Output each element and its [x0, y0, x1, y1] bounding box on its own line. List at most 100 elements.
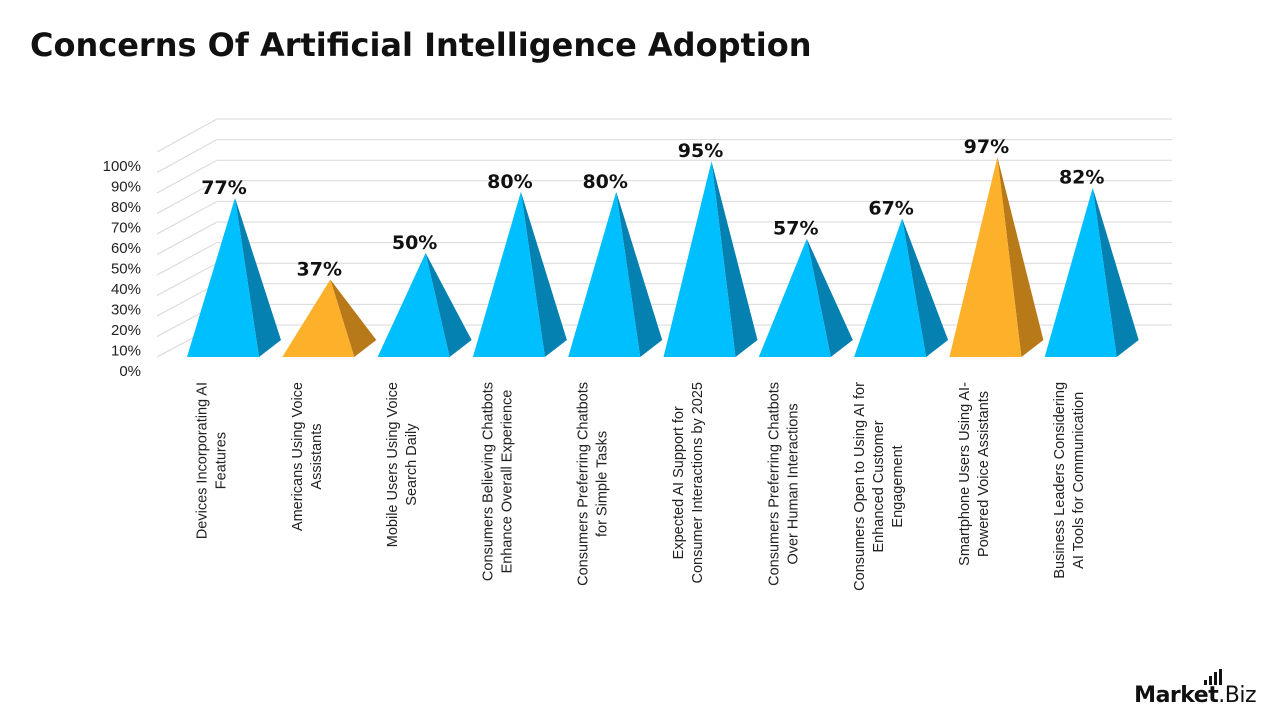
category-label: Smartphone Users Using AI- Powered Voice …	[957, 382, 992, 566]
pyramid-side-face	[711, 161, 758, 357]
data-label: 37%	[297, 259, 342, 281]
category-label-line: Over Human Interactions	[785, 403, 801, 564]
category-label: Consumers Preferring Chatbots Over Human …	[766, 382, 801, 586]
chart-data-labels: 77% 37% 50% 80% 80% 95% 57% 67% 97% 82%	[201, 136, 1104, 280]
pyramid-front-face	[1044, 187, 1117, 357]
pyramid-bar	[1044, 187, 1139, 357]
category-label-line: Smartphone Users Using AI-	[957, 382, 973, 566]
pyramid-bar	[568, 191, 663, 357]
category-label-line: Consumers Preferring Chatbots	[576, 382, 592, 586]
category-label-line: Consumers Open to Using AI for	[852, 382, 868, 591]
pyramid-side-face	[1092, 187, 1139, 357]
category-label-line: Expected AI Support for	[671, 406, 687, 559]
category-label: Mobile Users Using Voice Search Daily	[385, 382, 420, 547]
category-label: Consumers Preferring Chatbots for Simple …	[576, 382, 611, 586]
category-label-line: Powered Voice Assistants	[976, 391, 992, 557]
pyramid-side-face	[902, 218, 949, 357]
x-axis-category-labels: Devices Incorporating AI Features American…	[195, 382, 1088, 591]
pyramid-bar	[377, 253, 472, 357]
category-label-line: Enhanced Customer	[871, 420, 887, 552]
category-label-line: Mobile Users Using Voice	[385, 382, 401, 547]
y-tick-label: 0%	[119, 363, 141, 380]
category-label-line: Search Daily	[404, 423, 420, 506]
y-tick-label: 20%	[111, 322, 141, 339]
data-label: 77%	[201, 177, 246, 199]
gridline-diagonal	[156, 139, 218, 173]
gridline-diagonal	[156, 118, 218, 153]
pyramid-side-face	[330, 279, 377, 357]
data-label: 80%	[487, 171, 532, 193]
category-label-line: Features	[214, 432, 230, 489]
pyramid-bar	[282, 279, 377, 357]
category-label-line: Consumers Preferring Chatbots	[766, 382, 782, 586]
category-label: Expected AI Support for Consumer Interact…	[671, 382, 706, 584]
pyramid-bar	[854, 218, 949, 357]
gridline-diagonal	[156, 221, 218, 255]
y-tick-label: 90%	[111, 179, 141, 196]
pyramid-bar	[758, 238, 853, 357]
pyramid-side-face	[616, 191, 663, 357]
category-label-line: Devices Incorporating AI	[195, 382, 211, 539]
pyramid-side-face	[520, 191, 567, 357]
pyramid-bar	[949, 157, 1044, 357]
pyramid-front-face	[758, 238, 831, 357]
logo-bars-icon	[1204, 669, 1223, 685]
gridline-diagonal	[156, 283, 218, 317]
category-label: Devices Incorporating AI Features	[195, 382, 230, 539]
category-label-line: Consumer Interactions by 2025	[690, 382, 706, 584]
category-label-line: Engagement	[890, 445, 906, 527]
category-label-line: Assistants	[309, 424, 325, 490]
marketbiz-logo: Market.Biz	[1134, 669, 1256, 708]
category-label-line: for Simple Tasks	[595, 431, 611, 537]
pyramid-bar	[187, 197, 281, 357]
category-label-line: Enhance Overall Experience	[499, 390, 515, 574]
gridline-diagonal	[156, 200, 218, 235]
y-tick-label: 100%	[103, 158, 141, 175]
category-label-line: Business Leaders Considering	[1052, 382, 1068, 579]
pyramid-front-face	[377, 253, 450, 357]
y-tick-label: 50%	[111, 261, 141, 278]
pyramid-bar	[472, 191, 567, 357]
pyramid-front-face	[949, 157, 1022, 357]
data-label: 95%	[678, 140, 723, 162]
category-label: Consumers Open to Using AI for Enhanced C…	[852, 382, 906, 591]
pyramid-front-face	[663, 161, 736, 357]
gridline-diagonal	[156, 180, 218, 214]
category-label-line: Consumers Believing Chatbots	[480, 382, 496, 581]
y-tick-label: 30%	[111, 302, 141, 319]
chart-bars	[187, 157, 1139, 357]
pyramid-side-face	[997, 157, 1044, 357]
pyramid-side-face	[425, 253, 472, 357]
category-label: Consumers Believing Chatbots Enhance Over…	[480, 382, 515, 581]
data-label: 80%	[582, 171, 627, 193]
gridline-diagonal	[156, 262, 218, 296]
y-tick-label: 70%	[111, 220, 141, 237]
gridline-diagonal	[156, 159, 218, 194]
category-label-line: Americans Using Voice	[290, 382, 306, 531]
pyramid-bar	[663, 161, 758, 357]
data-label: 67%	[868, 197, 913, 219]
y-axis-tick-labels: 0% 10% 20% 30% 40% 50% 60% 70% 80% 90% 100%	[103, 158, 141, 380]
page-title: Concerns Of Artificial Intelligence Adop…	[30, 26, 812, 64]
pyramid-side-face	[806, 238, 853, 357]
gridline-diagonal	[156, 242, 218, 276]
data-label: 82%	[1059, 167, 1104, 189]
data-label: 97%	[964, 136, 1009, 158]
category-label-line: AI Tools for Communication	[1071, 392, 1087, 569]
pyramid-front-face	[568, 191, 641, 357]
y-tick-label: 60%	[111, 240, 141, 257]
pyramid-front-face	[854, 218, 927, 357]
pyramid-side-face	[235, 197, 281, 357]
logo-wordmark: Market.Biz	[1134, 683, 1256, 708]
data-label: 57%	[773, 218, 818, 240]
category-label: Business Leaders Considering AI Tools for…	[1052, 382, 1087, 579]
pyramid-front-face	[187, 197, 259, 357]
y-tick-label: 40%	[111, 281, 141, 298]
pyramid-front-face	[282, 279, 355, 357]
y-tick-label: 10%	[111, 343, 141, 360]
data-label: 50%	[392, 232, 437, 254]
category-label: Americans Using Voice Assistants	[290, 382, 325, 531]
pyramid-front-face	[472, 191, 545, 357]
y-tick-label: 80%	[111, 199, 141, 216]
